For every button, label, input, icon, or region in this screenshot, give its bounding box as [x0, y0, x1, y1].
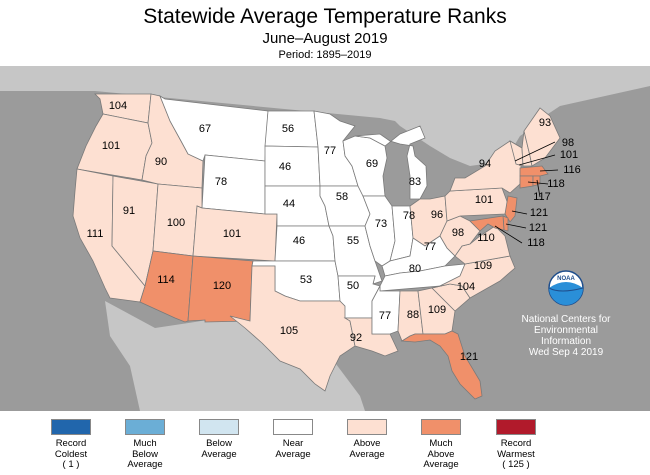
rank-label-ct: 118 [547, 178, 565, 190]
rank-label-nj: 121 [530, 207, 548, 219]
rank-label-ar: 50 [347, 280, 359, 292]
rank-label-de: 121 [529, 222, 547, 234]
legend-item: Below Average [181, 419, 257, 460]
us-state-map: 104 101 111 91 90 67 78 100 114 101 120 56 46 44 46 53 1… [0, 66, 650, 411]
rank-label-il: 73 [375, 218, 387, 230]
map-header: Statewide Average Temperature Ranks June… [0, 0, 650, 66]
rank-label-sd: 46 [279, 161, 291, 173]
legend-item: Much Above Average [403, 419, 479, 471]
rank-label-ia: 58 [336, 191, 348, 203]
rank-label-mn: 77 [324, 145, 336, 157]
rank-label-ca: 111 [87, 228, 104, 240]
rank-label-tx: 105 [280, 325, 298, 337]
rank-label-nh: 98 [562, 137, 574, 149]
state-wv [439, 215, 481, 257]
us-map-panel: 104 101 111 91 90 67 78 100 114 101 120 56 46 44 46 53 1… [0, 66, 650, 411]
rank-label-ok: 53 [300, 274, 312, 286]
state-sd [264, 145, 321, 187]
state-nj [504, 195, 518, 223]
legend-swatch [199, 419, 239, 435]
rank-label-nm: 120 [213, 280, 231, 292]
rank-label-tn: 80 [409, 263, 421, 275]
legend-swatch [273, 419, 313, 435]
legend-item: Much Below Average [107, 419, 183, 471]
legend-swatch [347, 419, 387, 435]
rank-label-ny: 94 [479, 158, 491, 170]
state-ma [519, 165, 549, 177]
rank-label-ga: 109 [428, 304, 446, 316]
legend-label: Above Average [349, 438, 385, 460]
rank-label-md: 118 [527, 237, 545, 249]
legend-item: Record Warmest ( 125 ) [478, 419, 554, 471]
legend-label: Near Average [275, 438, 311, 460]
rank-label-ks: 46 [293, 235, 305, 247]
legend-label: Record Warmest ( 125 ) [497, 438, 535, 470]
noaa-logo: NOAA [548, 270, 584, 306]
state-fl [400, 330, 483, 400]
noaa-line-1: National Centers for [522, 314, 612, 325]
noaa-line-3: Information [541, 336, 591, 347]
state-wy [201, 154, 266, 215]
state-mt [159, 95, 269, 162]
legend-swatch [496, 419, 536, 435]
rank-label-pa: 101 [475, 194, 493, 206]
rank-label-sc: 104 [457, 281, 475, 293]
legend-item: Record Coldest ( 1 ) [33, 419, 109, 471]
rank-label-la: 92 [350, 332, 362, 344]
state-nc [431, 255, 516, 299]
legend-swatch [125, 419, 165, 435]
state-ri [532, 175, 541, 187]
rank-label-ut: 100 [167, 217, 185, 229]
rank-label-wy: 78 [215, 176, 227, 188]
rank-label-wa: 104 [109, 100, 127, 112]
callout-lines [494, 141, 559, 244]
rank-label-mo: 55 [347, 235, 359, 247]
rank-label-ne: 44 [283, 198, 295, 210]
legend-item: Above Average [329, 419, 405, 460]
legend-swatch [421, 419, 461, 435]
rank-label-in: 78 [403, 210, 415, 222]
legend-label: Much Below Average [127, 438, 163, 470]
rank-label-wv: 98 [452, 227, 464, 239]
rank-label-or: 101 [102, 140, 120, 152]
rank-label-fl: 121 [460, 351, 478, 363]
rank-label-me: 93 [539, 117, 551, 129]
rank-label-ma: 116 [563, 164, 581, 176]
noaa-line-4: Wed Sep 4 2019 [529, 347, 604, 358]
canada-land [0, 66, 650, 166]
rank-label-nc: 109 [474, 260, 492, 272]
state-tn [379, 263, 466, 292]
legend-label: Below Average [201, 438, 237, 460]
legend-label: Record Coldest ( 1 ) [54, 438, 88, 470]
rank-label-wi: 69 [366, 158, 378, 170]
map-title: Statewide Average Temperature Ranks [143, 5, 507, 28]
state-mi [354, 125, 428, 200]
legend-label: Much Above Average [423, 438, 459, 470]
rank-label-ri: 117 [533, 191, 551, 203]
noaa-logo-text: NOAA [557, 276, 575, 282]
rank-label-nv: 91 [123, 205, 135, 217]
mexico-land [105, 301, 365, 411]
legend: Record Coldest ( 1 ) Much Below Average Be… [0, 411, 650, 475]
legend-swatch [51, 419, 91, 435]
state-tx [229, 265, 356, 392]
noaa-line-2: Environmental [534, 325, 598, 336]
rank-label-nd: 56 [282, 123, 294, 135]
rank-label-co: 101 [223, 228, 241, 240]
map-period: Period: 1895–2019 [278, 49, 372, 61]
rank-label-va: 110 [477, 232, 495, 244]
rank-label-ms: 77 [379, 310, 391, 322]
state-me [523, 107, 561, 167]
rank-label-mt: 67 [199, 123, 211, 135]
legend-item: Near Average [255, 419, 331, 460]
rank-label-oh: 96 [431, 209, 443, 221]
state-md [469, 215, 505, 232]
rank-label-vt: 101 [560, 149, 578, 161]
rank-label-mi: 83 [409, 176, 421, 188]
rank-label-al: 88 [407, 309, 419, 321]
rank-label-id: 90 [155, 156, 167, 168]
rank-label-az: 114 [157, 274, 175, 286]
rank-label-ky: 77 [424, 241, 436, 253]
map-subtitle: June–August 2019 [262, 30, 388, 47]
